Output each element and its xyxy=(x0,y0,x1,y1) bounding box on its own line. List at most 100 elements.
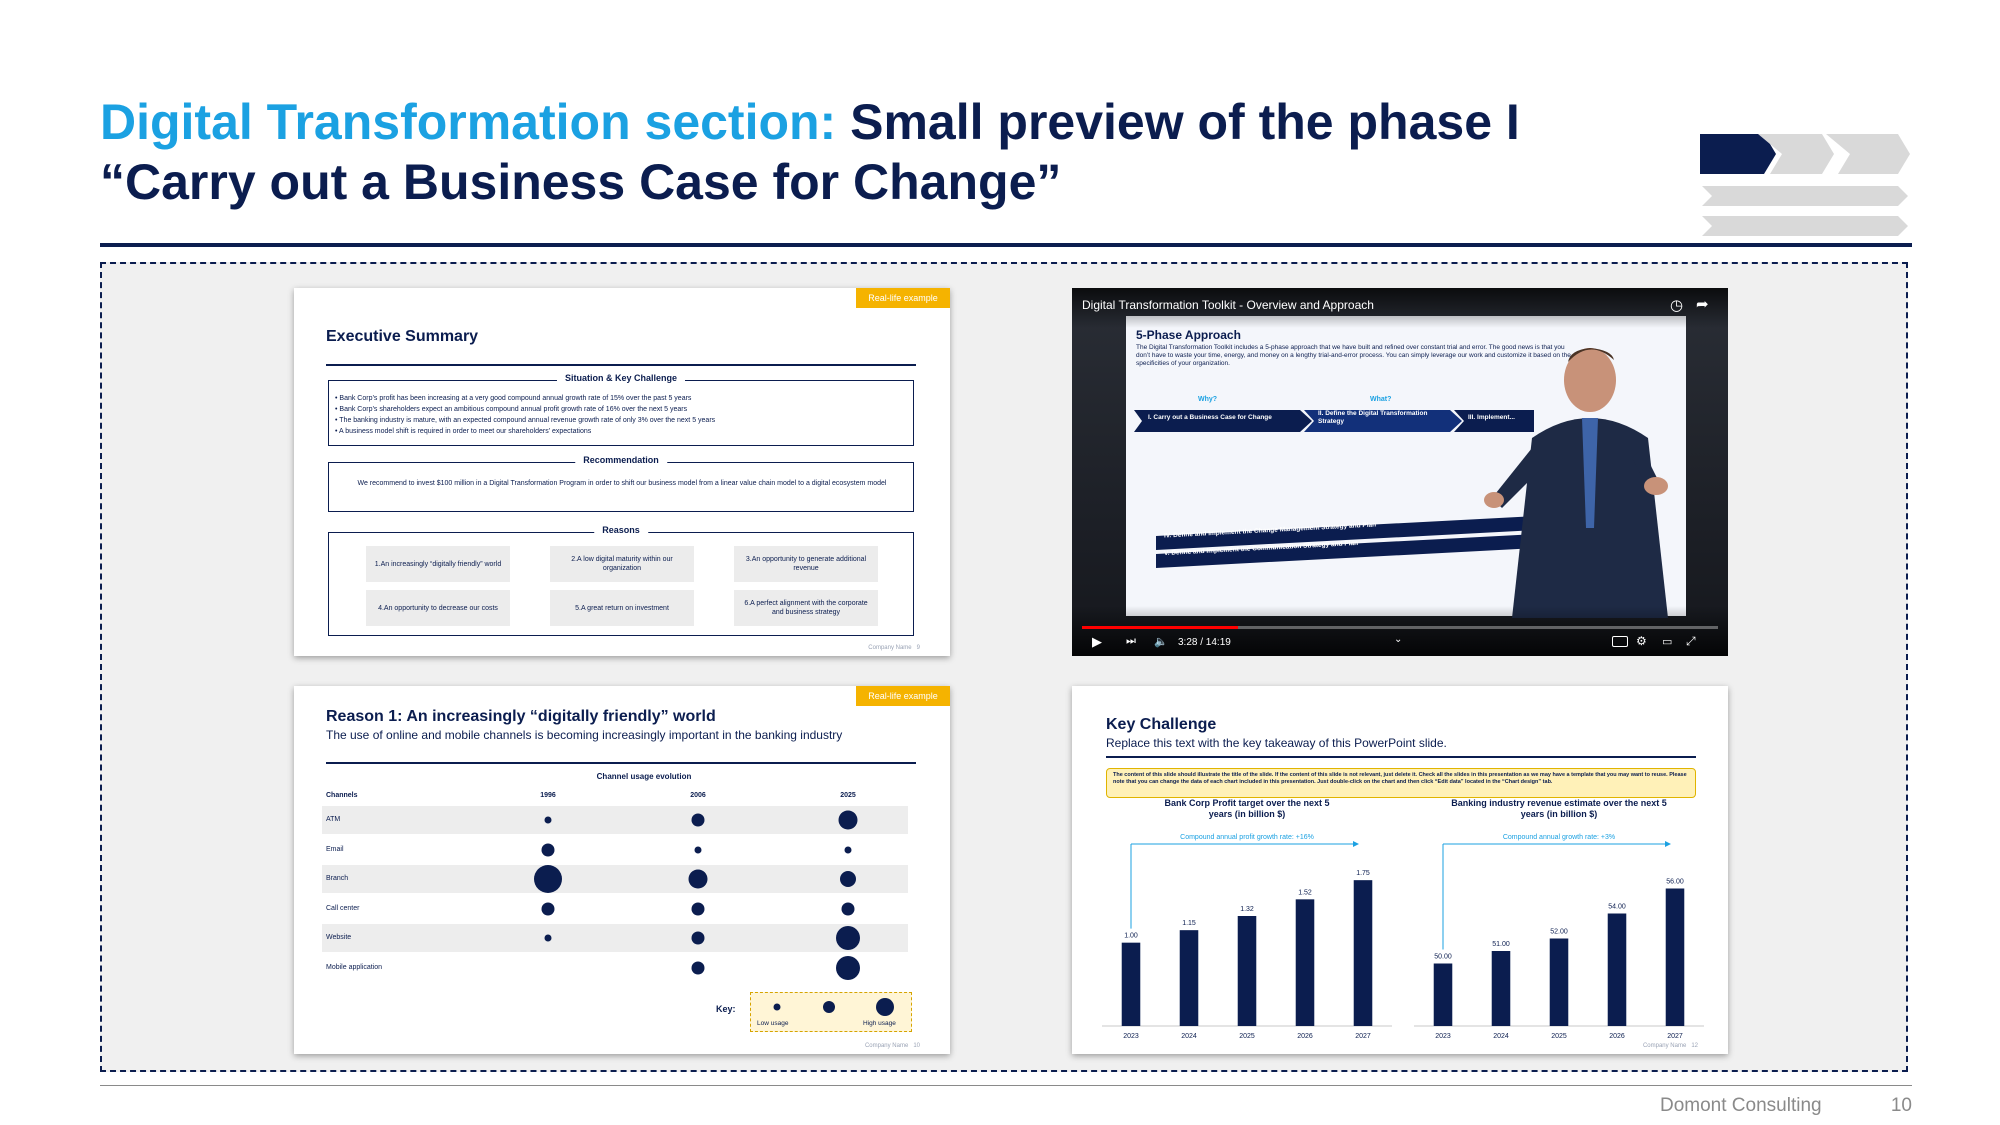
video-progress-track[interactable] xyxy=(1082,626,1718,629)
chart-bar xyxy=(1295,899,1315,1026)
next-icon[interactable]: ⏭ xyxy=(1126,635,1136,647)
why-label: Why? xyxy=(1198,396,1218,403)
video-title[interactable]: Digital Transformation Toolkit - Overvie… xyxy=(1082,298,1374,312)
reason-item: 4.An opportunity to decrease our costs xyxy=(366,590,510,626)
usage-dot xyxy=(544,934,552,942)
chart-bar xyxy=(1665,888,1685,1026)
col-header-channels: Channels xyxy=(326,792,358,799)
video-progress-fill xyxy=(1082,626,1238,629)
footer-divider xyxy=(100,1085,1912,1086)
chart-bar xyxy=(1179,930,1199,1026)
cast-icon[interactable]: ▭ xyxy=(1662,636,1673,648)
video-player[interactable]: 5-Phase Approach The Digital Transformat… xyxy=(1072,288,1728,656)
situation-title: Situation & Key Challenge xyxy=(556,373,686,383)
chart-bar xyxy=(1549,938,1569,1026)
usage-dot xyxy=(841,902,855,915)
bar-value-label: 50.00 xyxy=(1434,954,1452,961)
x-tick-label: 2024 xyxy=(1181,1033,1197,1040)
x-tick-label: 2027 xyxy=(1355,1033,1371,1040)
page-title: Digital Transformation section: Small pr… xyxy=(100,92,1660,212)
bullet: • A business model shift is required in … xyxy=(335,428,592,435)
slide-title-rule xyxy=(326,762,916,764)
title-highlight: Digital Transformation section: xyxy=(100,94,837,150)
exit-fullscreen-icon[interactable]: ⤢ xyxy=(1686,634,1696,648)
channel-label: Branch xyxy=(326,875,349,882)
recommendation-section: Recommendation We recommend to invest $1… xyxy=(328,455,914,512)
phase3-label: III. Implement... xyxy=(1468,414,1515,421)
share-icon[interactable]: ➦ xyxy=(1696,296,1709,313)
key-dot-medium xyxy=(823,1001,835,1013)
charts-area: Bank Corp Profit target over the next 5y… xyxy=(1102,798,1704,1040)
video-bottom-overlay xyxy=(1072,606,1728,656)
usage-dot xyxy=(541,902,555,915)
play-icon[interactable]: ▶ xyxy=(1092,634,1102,649)
bar-value-label: 1.32 xyxy=(1240,906,1254,913)
reason-item: 1.An increasingly “digitally friendly” w… xyxy=(366,546,510,582)
slide-footer: Company Name 12 xyxy=(1643,1043,1698,1049)
channel-label: Mobile application xyxy=(326,963,383,971)
slide-subtitle: Replace this text with the key takeaway … xyxy=(1106,736,1447,750)
footer-page: 12 xyxy=(1691,1043,1698,1049)
growth-annotation: Compound annual growth rate: +3% xyxy=(1503,834,1615,841)
slide-footer: Company Name 9 xyxy=(868,645,920,651)
slide-executive-summary[interactable]: Real-life example Executive Summary Situ… xyxy=(294,288,950,656)
chevron-down-icon[interactable]: ⌄ xyxy=(1394,634,1403,645)
key-high: High usage xyxy=(863,1020,896,1027)
slide-key-challenge[interactable]: Key Challenge Replace this text with the… xyxy=(1072,686,1728,1054)
usage-dot xyxy=(844,846,852,853)
chart-title-line: Bank Corp Profit target over the next 5 xyxy=(1164,798,1329,808)
usage-dot xyxy=(694,846,702,853)
footer-page: 10 xyxy=(913,1043,920,1049)
slide-reason-1[interactable]: Real-life example Reason 1: An increasin… xyxy=(294,686,950,1054)
key-dot-small xyxy=(773,1003,781,1011)
video-time: 3:28 / 14:19 xyxy=(1178,637,1231,648)
bar-value-label: 54.00 xyxy=(1608,904,1626,911)
what-label: What? xyxy=(1370,396,1392,403)
subtitles-icon[interactable] xyxy=(1612,636,1628,647)
key-dot-large xyxy=(876,998,894,1016)
x-tick-label: 2023 xyxy=(1435,1033,1451,1040)
phase-progress-chevrons-icon xyxy=(1700,134,1910,236)
usage-dot xyxy=(691,813,705,827)
x-tick-label: 2026 xyxy=(1609,1033,1625,1040)
growth-arrow-head xyxy=(1665,841,1671,847)
growth-arrow-head xyxy=(1353,841,1359,847)
reason-item: 3.An opportunity to generate additional … xyxy=(734,546,878,582)
bar-value-label: 1.75 xyxy=(1356,870,1370,877)
x-tick-label: 2023 xyxy=(1123,1033,1139,1040)
bar-value-label: 51.00 xyxy=(1492,941,1510,948)
screen-title: 5-Phase Approach xyxy=(1136,328,1241,342)
page-number: 10 xyxy=(1890,1095,1912,1116)
slide-title-rule xyxy=(326,364,916,366)
volume-icon[interactable]: 🔈 xyxy=(1154,636,1168,648)
x-tick-label: 2025 xyxy=(1551,1033,1567,1040)
x-tick-label: 2025 xyxy=(1239,1033,1255,1040)
reason-item: 6.A perfect alignment with the corporate… xyxy=(734,590,878,626)
phase2-label: II. Define the Digital Transformation St… xyxy=(1318,410,1428,425)
watch-later-icon[interactable]: ◷ xyxy=(1670,297,1684,314)
phase-arrows-icon xyxy=(1134,410,1534,432)
usage-dot xyxy=(838,810,858,830)
bullet: • Bank Corp’s shareholders expect an amb… xyxy=(335,406,688,413)
recommendation-text: We recommend to invest $100 million in a… xyxy=(357,480,887,487)
chart-bar xyxy=(1121,942,1141,1026)
reasons-title: Reasons xyxy=(594,525,648,535)
bar-value-label: 56.00 xyxy=(1666,879,1684,886)
col-header-year: 2006 xyxy=(690,792,706,799)
usage-key: Low usage High usage xyxy=(750,992,912,1032)
slide-title: Executive Summary xyxy=(326,328,479,345)
real-life-tag: Real-life example xyxy=(856,686,950,706)
footer-brand: Domont Consulting xyxy=(1660,1095,1822,1116)
channel-label: Email xyxy=(326,845,344,853)
slide-subtitle: The use of online and mobile channels is… xyxy=(326,728,843,742)
reason-item: 2.A low digital maturity within our orga… xyxy=(550,546,694,582)
settings-icon[interactable]: ⚙ xyxy=(1636,634,1647,648)
chart-bar xyxy=(1353,880,1373,1026)
footer-page: 9 xyxy=(916,645,920,651)
table-row-bg xyxy=(322,924,908,952)
chart-title-line: years (in billion $) xyxy=(1209,809,1286,819)
chart-title-line: Banking industry revenue estimate over t… xyxy=(1451,798,1667,808)
usage-dot xyxy=(840,871,856,887)
chart-bar xyxy=(1433,963,1453,1026)
bullet: • The banking industry is mature, with a… xyxy=(335,417,716,424)
